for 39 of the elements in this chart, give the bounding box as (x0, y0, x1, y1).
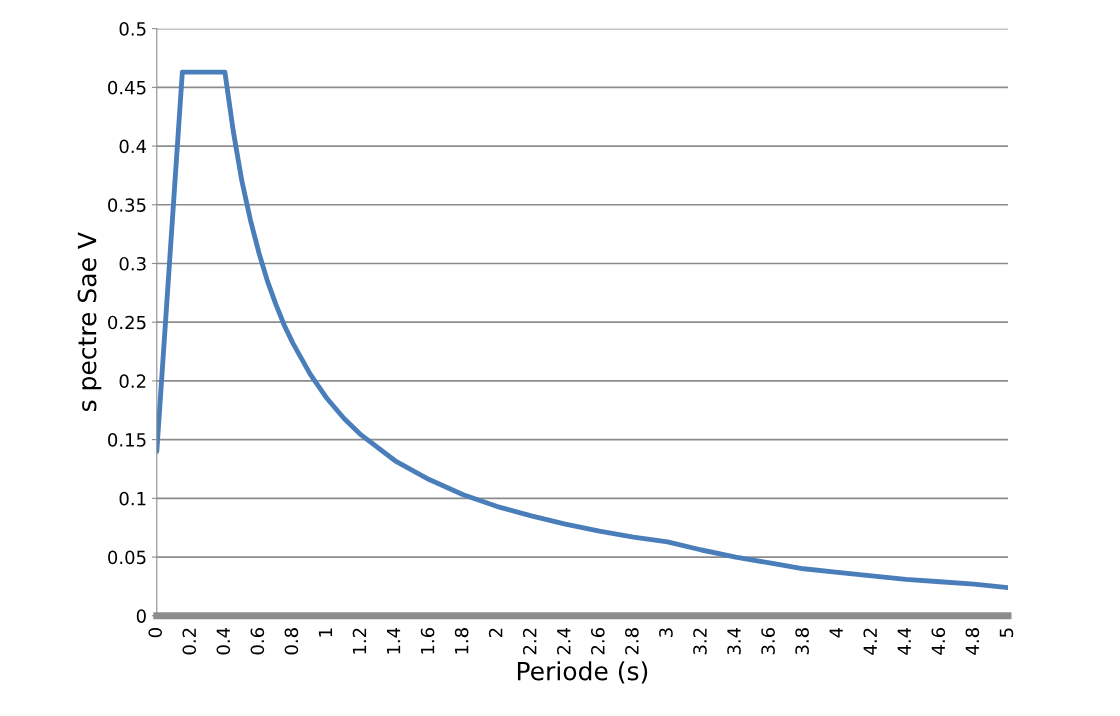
y-tick-label: 0.2 (119, 374, 146, 389)
y-tick-label: 0.05 (108, 550, 146, 565)
y-tick-label: 0.5 (119, 22, 146, 36)
x-tick-label: 4.2 (863, 628, 877, 655)
x-tick-label: 2.8 (625, 628, 639, 655)
x-tick-label: 4 (829, 627, 843, 638)
x-tick-label: 4.8 (965, 628, 980, 655)
x-tick-label: 1.2 (352, 628, 367, 654)
y-tick-label: 0.4 (119, 139, 147, 154)
y-tick-label: 0.45 (108, 80, 146, 95)
x-tick-label: 0.8 (284, 628, 299, 655)
x-tick-label: 2 (488, 628, 503, 638)
x-tick-label: 3.6 (761, 628, 775, 655)
x-tick-label: 3 (659, 628, 673, 637)
x-tick-label: 0.4 (216, 627, 231, 655)
x-tick-label: 3.2 (693, 628, 707, 655)
x-tick-label: 1.8 (454, 628, 469, 654)
y-tick-label: 0.3 (119, 256, 146, 271)
x-tick-label: 1.4 (386, 627, 401, 654)
y-tick-label: 0.35 (108, 198, 146, 212)
x-tick-label: 0 (148, 628, 163, 638)
x-axis-title: Periode (s) (517, 661, 648, 684)
y-tick-label: 0.25 (108, 315, 146, 330)
y-tick-label: 0.15 (108, 433, 146, 447)
y-tick-label: 0.1 (119, 491, 146, 506)
x-tick-label: 4.4 (897, 627, 911, 655)
x-tick-label: 0.2 (182, 628, 197, 655)
x-tick-label: 3.4 (727, 627, 741, 655)
x-tick-label: 1.6 (420, 628, 435, 654)
x-tick-label: 0.6 (250, 628, 265, 655)
x-tick-label: 4.6 (931, 628, 946, 655)
x-tick-label: 2.6 (591, 628, 605, 655)
x-tick-label: 2.4 (556, 627, 571, 655)
y-tick-label: 0 (136, 609, 146, 623)
x-tick-label: 3.8 (795, 628, 809, 655)
x-tick-label: 5 (999, 628, 1014, 637)
x-tick-label: 1 (318, 628, 333, 637)
x-tick-label: 2.2 (522, 628, 537, 655)
y-axis-title: s pectre Sae V (77, 232, 102, 412)
